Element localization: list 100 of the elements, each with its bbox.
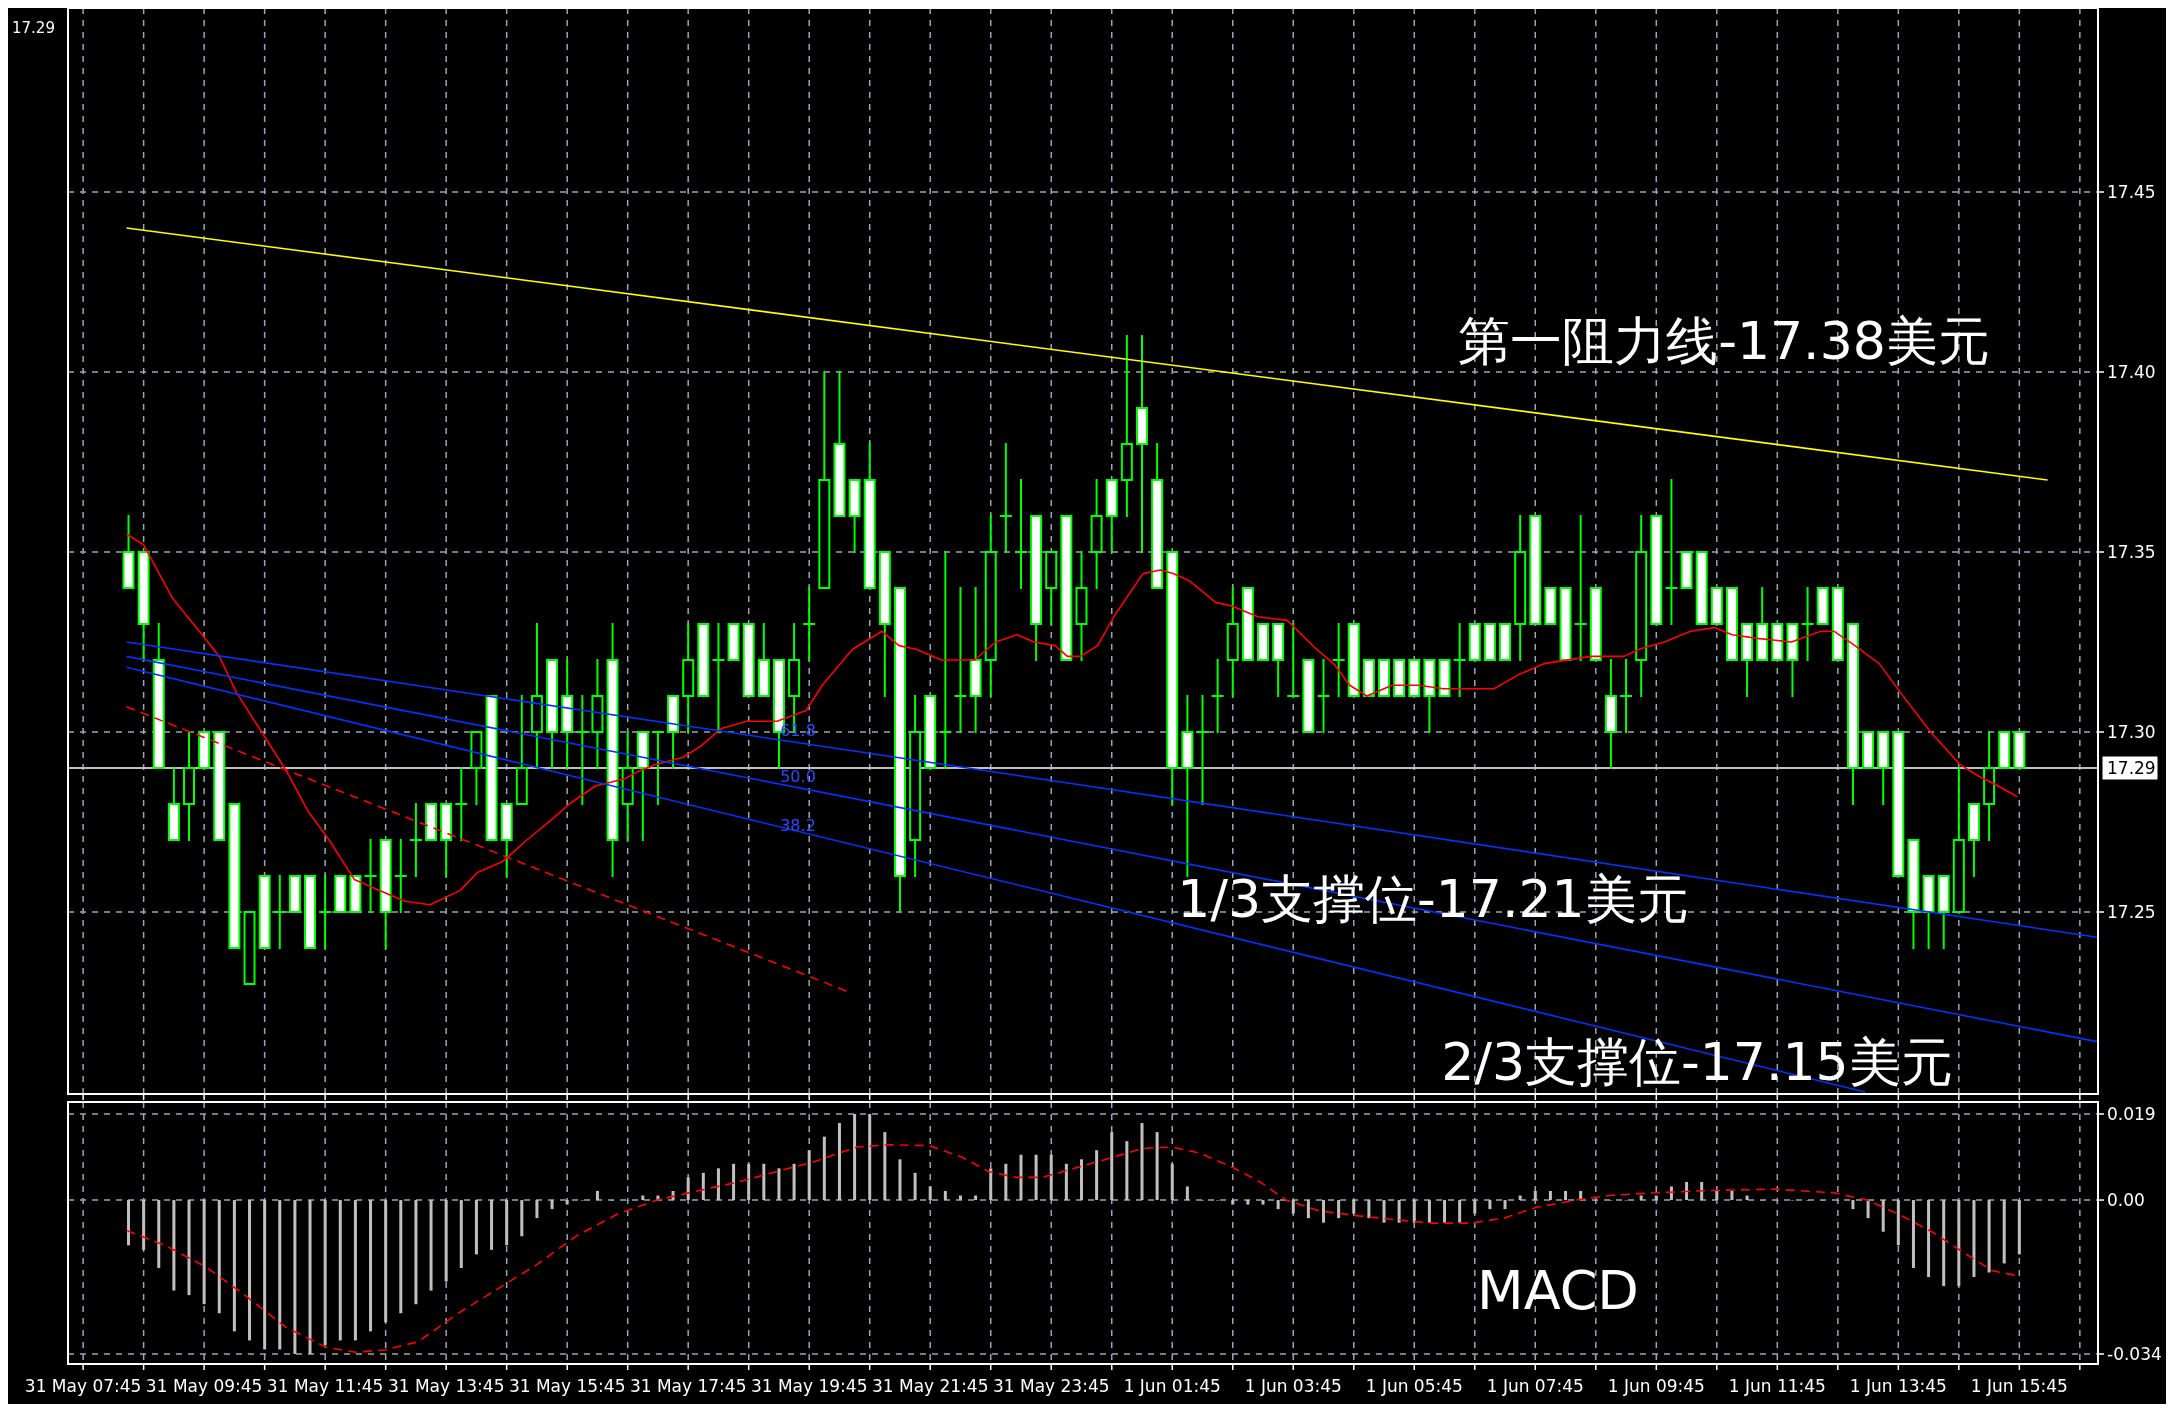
candlestick — [1331, 623, 1346, 697]
bar — [883, 1132, 887, 1201]
bar — [595, 1190, 599, 1201]
bar — [1034, 1154, 1038, 1201]
bar — [1049, 1154, 1053, 1201]
bar — [1881, 1200, 1885, 1232]
bar — [1155, 1132, 1159, 1201]
bar — [762, 1163, 766, 1201]
bar — [248, 1200, 252, 1341]
bar — [172, 1200, 176, 1291]
bar — [1564, 1190, 1568, 1201]
bar — [1261, 1200, 1265, 1205]
bar — [1503, 1200, 1507, 1210]
bar — [202, 1200, 206, 1305]
bar — [1427, 1200, 1431, 1223]
x-tick-label: 31 May 21:45 — [871, 1376, 989, 1396]
bar — [1548, 1190, 1552, 1201]
candlestick — [1013, 479, 1028, 589]
bar — [1972, 1200, 1976, 1278]
bar — [505, 1200, 509, 1246]
candlestick — [711, 623, 726, 733]
bar — [1110, 1132, 1114, 1201]
bar — [1125, 1141, 1129, 1201]
x-tick-label: 1 Jun 07:45 — [1486, 1376, 1584, 1396]
bar — [1306, 1200, 1310, 1219]
bar — [1473, 1200, 1477, 1214]
bar — [1291, 1200, 1295, 1214]
bar — [459, 1200, 463, 1268]
bar — [414, 1200, 418, 1305]
bar — [278, 1200, 282, 1350]
bar — [913, 1172, 917, 1201]
candlestick — [650, 731, 665, 805]
y-tick-label: -0.034 — [2107, 1343, 2162, 1364]
y-tick-label: 17.35 — [2107, 541, 2156, 562]
bar — [353, 1200, 357, 1341]
bar — [807, 1150, 811, 1201]
x-tick-label: 31 May 15:45 — [508, 1376, 626, 1396]
candlestick — [1573, 515, 1588, 661]
bar — [1352, 1200, 1356, 1214]
bar — [1730, 1190, 1734, 1201]
bar — [1397, 1200, 1401, 1223]
bar — [1866, 1200, 1870, 1219]
bar — [1896, 1200, 1900, 1246]
bar — [822, 1136, 826, 1201]
bar — [732, 1163, 736, 1201]
bar — [520, 1200, 524, 1237]
bar — [1911, 1200, 1915, 1268]
bar — [1715, 1190, 1719, 1201]
bar — [490, 1200, 494, 1250]
candlestick — [408, 803, 423, 877]
y-tick-label: 17.45 — [2107, 181, 2156, 202]
bar — [429, 1200, 433, 1291]
bar — [474, 1200, 478, 1255]
bar — [989, 1168, 993, 1201]
bar — [157, 1200, 161, 1268]
bar — [1079, 1159, 1083, 1201]
candlestick — [575, 695, 590, 805]
y-tick-label: 0.00 — [2107, 1189, 2145, 1210]
bar — [701, 1172, 705, 1201]
bar — [716, 1168, 720, 1201]
bar — [142, 1200, 146, 1250]
candlestick — [363, 839, 378, 913]
bar — [943, 1190, 947, 1201]
bar — [308, 1200, 312, 1354]
bar — [1337, 1200, 1341, 1219]
x-tick-label: 1 Jun 03:45 — [1244, 1376, 1342, 1396]
bar — [853, 1114, 857, 1201]
x-tick-label: 31 May 07:45 — [24, 1376, 142, 1396]
x-tick-label: 1 Jun 13:45 — [1849, 1376, 1947, 1396]
bar — [1957, 1200, 1961, 1287]
bar — [338, 1200, 342, 1341]
bar — [232, 1200, 236, 1332]
bar — [747, 1163, 751, 1201]
candlestick — [998, 443, 1013, 553]
bar — [1095, 1150, 1099, 1201]
y-tick-label: 17.30 — [2107, 721, 2156, 742]
candlestick — [1286, 623, 1301, 697]
bar — [535, 1200, 539, 1219]
x-tick-label: 31 May 17:45 — [629, 1376, 747, 1396]
bar — [217, 1200, 221, 1314]
candlestick — [393, 839, 408, 913]
annotation: 第一阻力线-17.38美元 — [1458, 311, 1990, 372]
candlestick — [272, 875, 287, 949]
bar — [263, 1200, 267, 1350]
bar — [1488, 1200, 1492, 1210]
bar — [1170, 1163, 1174, 1201]
y-tick-label: 17.40 — [2107, 361, 2156, 382]
bar — [1685, 1181, 1689, 1201]
bar — [1231, 1200, 1235, 1205]
y-tick-label: 0.019 — [2107, 1103, 2156, 1124]
y-tick-label: 17.25 — [2107, 901, 2156, 922]
bar — [868, 1114, 872, 1201]
x-tick-label: 1 Jun 09:45 — [1607, 1376, 1705, 1396]
bar — [928, 1186, 932, 1201]
x-tick-label: 31 May 13:45 — [387, 1376, 505, 1396]
candlestick — [1316, 659, 1331, 733]
annotation: 50.0 — [780, 766, 816, 786]
bar — [565, 1200, 569, 1205]
candlestick — [1195, 695, 1210, 805]
x-tick-label: 1 Jun 11:45 — [1728, 1376, 1826, 1396]
